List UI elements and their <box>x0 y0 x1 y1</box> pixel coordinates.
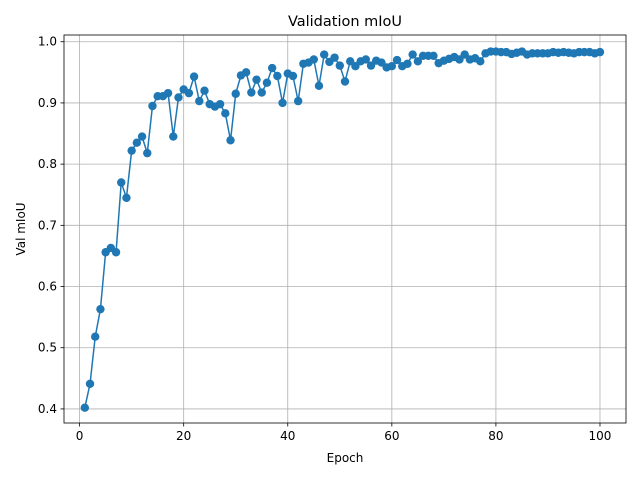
data-point <box>195 96 204 106</box>
data-point <box>330 53 339 62</box>
data-point <box>476 57 485 66</box>
data-point <box>408 50 417 59</box>
data-point <box>231 89 240 98</box>
data-point <box>174 93 183 102</box>
data-point <box>309 55 318 64</box>
data-point <box>361 55 371 64</box>
data-point <box>314 81 324 90</box>
y-tick-label: 0.9 <box>38 96 57 110</box>
x-tick-label: 40 <box>280 429 295 443</box>
y-tick-label: 0.5 <box>38 341 57 355</box>
data-point <box>226 136 235 145</box>
data-point <box>137 132 147 141</box>
data-point <box>262 78 272 87</box>
chart-title: Validation mIoU <box>288 14 402 30</box>
x-tick-label: 0 <box>76 429 84 443</box>
plot-frame <box>63 34 627 424</box>
data-point <box>392 55 402 65</box>
y-tick-label: 0.6 <box>38 280 57 294</box>
data-point <box>132 138 142 147</box>
data-point <box>122 193 131 202</box>
series-line <box>84 50 601 408</box>
data-point <box>189 72 199 81</box>
data-point <box>595 47 605 57</box>
data-point <box>288 71 298 81</box>
x-axis-label: Epoch <box>327 451 364 465</box>
data-point <box>80 403 90 412</box>
data-point <box>252 75 261 84</box>
x-tick-label: 20 <box>176 429 191 443</box>
data-point <box>340 77 350 86</box>
data-point <box>387 62 397 71</box>
data-point <box>111 248 121 257</box>
y-tick-label: 0.4 <box>38 402 57 416</box>
data-point <box>221 109 230 118</box>
data-point <box>273 71 282 81</box>
data-point <box>85 379 95 389</box>
y-tick-label: 0.7 <box>38 218 57 232</box>
data-point <box>215 99 225 109</box>
y-tick-label: 1.0 <box>38 35 57 49</box>
data-point <box>413 57 423 66</box>
data-point <box>91 332 100 341</box>
data-point <box>127 146 136 155</box>
data-point <box>293 96 303 106</box>
data-point <box>429 51 438 61</box>
x-tick-label: 80 <box>488 429 503 443</box>
data-point <box>117 178 126 187</box>
x-tick-label: 100 <box>589 429 612 443</box>
data-point <box>184 88 194 98</box>
data-point <box>319 50 329 59</box>
y-axis-label: Val mIoU <box>14 202 28 255</box>
data-point <box>278 98 287 108</box>
data-point <box>335 61 344 70</box>
data-point <box>403 59 412 68</box>
data-point <box>257 88 266 97</box>
data-point <box>200 86 209 95</box>
data-point <box>247 88 256 97</box>
data-point <box>163 88 173 98</box>
data-point <box>148 101 157 111</box>
series-val-miou <box>80 47 605 412</box>
data-point <box>267 63 277 73</box>
x-tick-label: 60 <box>384 429 399 443</box>
data-point <box>241 68 251 77</box>
data-point <box>96 304 105 314</box>
axis-ticks: 0 20 40 60 80 100 0.4 0.5 0.6 0.7 0.8 0.9 1.0 <box>38 35 612 443</box>
data-point <box>169 132 178 141</box>
y-tick-label: 0.8 <box>38 157 57 171</box>
grid <box>64 35 626 423</box>
data-point <box>143 148 152 158</box>
